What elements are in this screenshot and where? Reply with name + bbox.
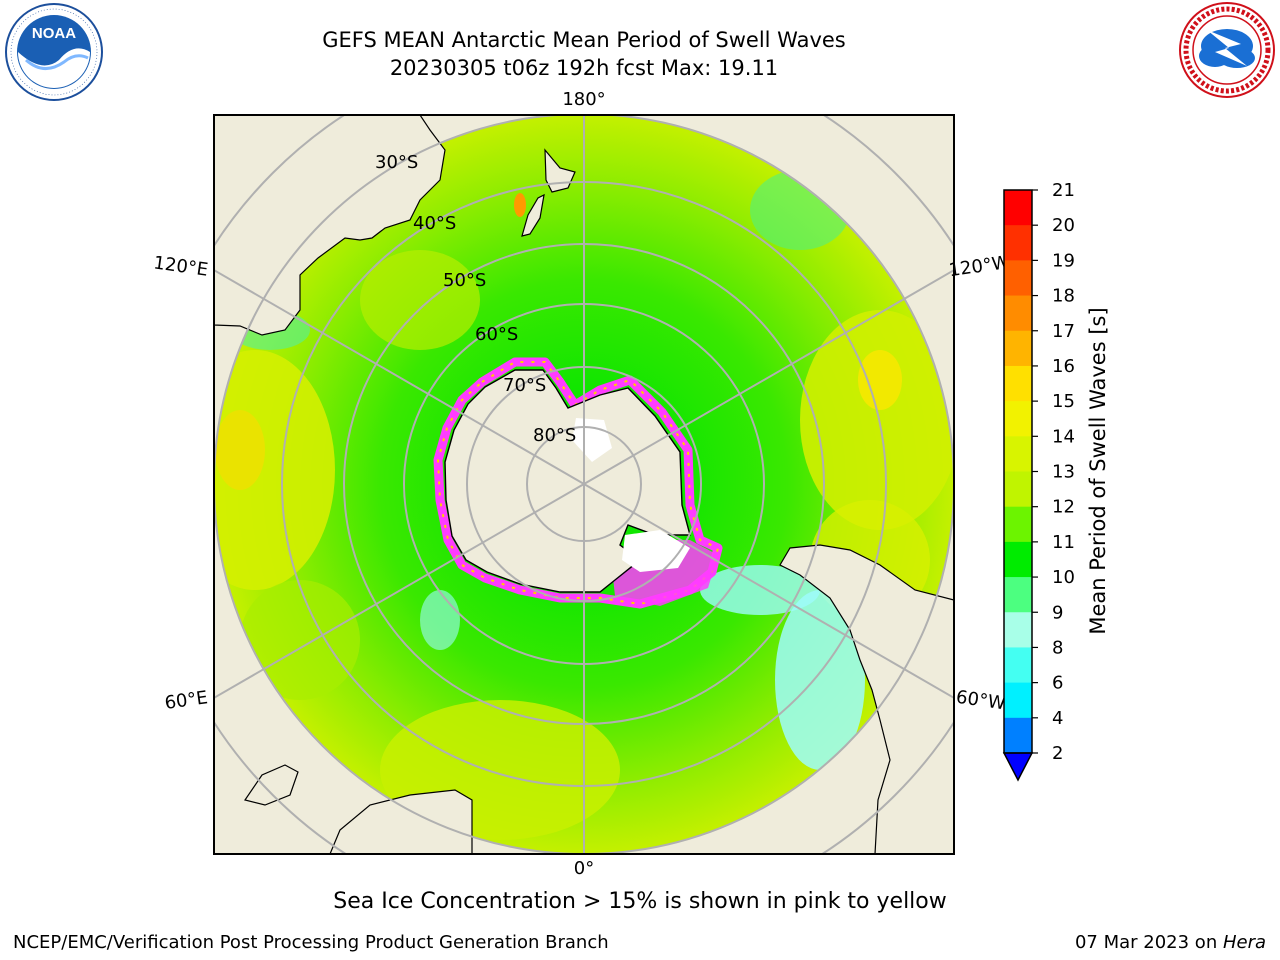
colorbar-tick-label: 13 xyxy=(1052,462,1075,483)
colorbar-segment xyxy=(1004,330,1032,367)
colorbar-segment xyxy=(1004,295,1032,332)
colorbar-tick-label: 21 xyxy=(1052,180,1075,201)
noaa-logo: NOAA xyxy=(5,3,103,101)
footer-branch: NCEP/EMC/Verification Post Processing Pr… xyxy=(13,932,609,953)
lat-label-60s: 60°S xyxy=(475,324,518,345)
africa-landmass xyxy=(329,789,473,854)
colorbar: 21 20 19 18 17 16 15 14 13 12 11 10 9 8 6 4 2 xyxy=(1002,180,1075,782)
caption: Sea Ice Concentration > 15% is shown in … xyxy=(333,889,947,914)
colorbar-tick-label: 19 xyxy=(1052,250,1075,271)
colorbar-tick-label: 4 xyxy=(1052,708,1063,729)
swell-cyan-region xyxy=(775,590,865,770)
colorbar-segment xyxy=(1004,225,1032,261)
colorbar-tick-label: 11 xyxy=(1052,532,1075,553)
map-frame xyxy=(213,114,955,855)
colorbar-segment xyxy=(1004,717,1032,754)
nws-logo xyxy=(1179,2,1275,98)
swell-cyan-region xyxy=(420,590,460,650)
swell-yellow-region xyxy=(360,250,480,350)
lon-label-120e: 120°E xyxy=(152,252,209,280)
lon-label-60e: 60°E xyxy=(163,687,209,714)
lat-label-50s: 50°S xyxy=(443,270,486,291)
colorbar-tick-label: 14 xyxy=(1052,426,1075,447)
colorbar-extend-arrow xyxy=(1002,752,1034,782)
colorbar-tick-label: 15 xyxy=(1052,391,1075,412)
swell-orange-spot xyxy=(215,410,265,490)
noaa-logo-text: NOAA xyxy=(32,25,76,42)
colorbar-label: Mean Period of Swell Waves [s] xyxy=(1086,307,1110,634)
colorbar-tick-label: 6 xyxy=(1052,673,1063,694)
antarctic-ice-shelf xyxy=(622,530,690,572)
lon-label-180: 180° xyxy=(562,89,605,110)
madagascar-landmass xyxy=(244,764,299,806)
colorbar-segment xyxy=(1004,365,1032,402)
colorbar-segment xyxy=(1004,436,1032,472)
swell-orange-spot xyxy=(514,193,526,217)
colorbar-segment xyxy=(1004,260,1032,297)
colorbar-segment xyxy=(1004,401,1032,437)
colorbar-segment xyxy=(1004,190,1032,226)
footer-date: 07 Mar 2023 on Hera xyxy=(1075,932,1266,953)
colorbar-tick-label: 8 xyxy=(1052,637,1063,658)
lat-label-80s: 80°S xyxy=(533,425,576,446)
chart-subtitle: 20230305 t06z 192h fcst Max: 19.11 xyxy=(389,56,779,80)
south-america-landmass xyxy=(779,544,954,854)
lat-label-40s: 40°S xyxy=(413,213,456,234)
swell-yellow-region xyxy=(240,580,360,700)
antarctica-landmass xyxy=(444,369,691,593)
colorbar-segment xyxy=(1004,541,1032,578)
footer-host: Hera xyxy=(1222,932,1266,953)
new-zealand-landmass xyxy=(521,193,545,237)
colorbar-tick-label: 17 xyxy=(1052,321,1075,342)
colorbar-tick-label: 20 xyxy=(1052,215,1075,236)
swell-orange-spot xyxy=(858,350,902,410)
colorbar-segment xyxy=(1004,682,1032,719)
footer-date-text: 07 Mar 2023 on xyxy=(1074,932,1223,953)
colorbar-segment xyxy=(1004,471,1032,508)
lat-label-70s: 70°S xyxy=(503,375,546,396)
colorbar-segment xyxy=(1004,506,1032,543)
chart-title: GEFS MEAN Antarctic Mean Period of Swell… xyxy=(322,28,846,52)
lon-label-120w: 120°W xyxy=(947,252,1011,281)
colorbar-tick-label: 9 xyxy=(1052,602,1063,623)
colorbar-segment xyxy=(1004,647,1032,684)
colorbar-tick-label: 16 xyxy=(1052,356,1075,377)
colorbar-segment xyxy=(1004,612,1032,648)
lon-label-0: 0° xyxy=(574,858,594,879)
colorbar-tick-label: 18 xyxy=(1052,286,1075,307)
colorbar-tick-label: 10 xyxy=(1052,567,1075,588)
graticule xyxy=(214,115,954,854)
lon-label-60w: 60°W xyxy=(955,687,1007,715)
colorbar-tick-label: 2 xyxy=(1052,743,1063,764)
colorbar-tick-label: 12 xyxy=(1052,497,1075,518)
lat-label-30s: 30°S xyxy=(375,152,418,173)
colorbar-segment xyxy=(1004,577,1032,613)
